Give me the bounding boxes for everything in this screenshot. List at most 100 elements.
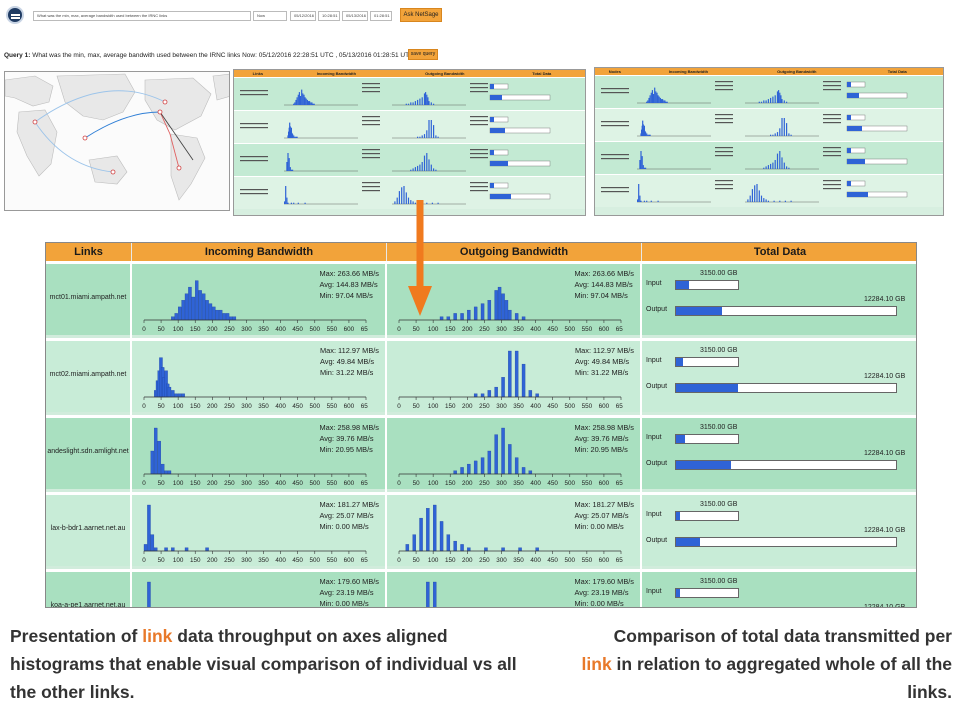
thumb-bar bbox=[296, 136, 298, 138]
x-tick-label: 50 bbox=[413, 480, 421, 487]
thumb-row[interactable] bbox=[234, 143, 585, 176]
table-row[interactable]: mct01.miami.ampath.net 0 50 100 150 200 250 300… bbox=[46, 261, 916, 338]
histogram-bar bbox=[521, 467, 526, 475]
save-query-button[interactable]: save query bbox=[408, 49, 438, 60]
input-label: Input bbox=[646, 511, 662, 518]
thumb-stat-line bbox=[362, 91, 380, 93]
x-tick-label: 400 bbox=[275, 557, 286, 564]
stat-line: Avg: 25.07 MB/s bbox=[574, 511, 629, 520]
thumb-row[interactable] bbox=[595, 174, 943, 207]
caption-text: Presentation of bbox=[10, 626, 143, 646]
stat-line: Max: 181.27 MB/s bbox=[319, 500, 379, 509]
input-label: Input bbox=[646, 357, 662, 364]
histogram-bar bbox=[487, 300, 492, 321]
thumb-bar bbox=[650, 200, 652, 202]
thumb-bar bbox=[403, 186, 405, 204]
landmass-south-america bbox=[170, 133, 206, 201]
thumb-row[interactable] bbox=[595, 75, 943, 108]
thumb-stat-line bbox=[715, 184, 733, 186]
histogram-bar bbox=[184, 547, 189, 552]
start-time-field[interactable]: 10:28:51 bbox=[318, 11, 340, 21]
thumb-row[interactable] bbox=[234, 77, 585, 110]
question-select[interactable]: What was the min, max, average bandwidth… bbox=[33, 11, 251, 21]
thumb-bar bbox=[414, 167, 416, 171]
thumb-bar bbox=[419, 164, 421, 171]
histogram-bar bbox=[229, 316, 233, 321]
world-map[interactable] bbox=[4, 71, 230, 211]
thumb-bar bbox=[398, 191, 400, 204]
outgoing-stats: Max: 112.97 MB/s Avg: 49.84 MB/s Min: 31.2… bbox=[575, 345, 634, 378]
node-marker[interactable] bbox=[176, 165, 182, 171]
histogram-bar bbox=[518, 547, 522, 552]
time-mode-select[interactable]: Now bbox=[253, 11, 287, 21]
x-tick-label: 350 bbox=[513, 480, 524, 487]
thumb-bar bbox=[664, 100, 666, 103]
thumb-stat-line bbox=[362, 190, 380, 192]
link-bandwidth-table[interactable]: Links Incoming Bandwidth Outgoing Bandwi… bbox=[45, 242, 917, 608]
thumb-row[interactable] bbox=[234, 110, 585, 143]
x-tick-label: 50 bbox=[158, 403, 166, 410]
thumb-name-line bbox=[240, 189, 268, 191]
thumb-bar bbox=[295, 136, 297, 138]
thumb-bar bbox=[295, 99, 297, 105]
thumb-header: Nodes Incoming Bandwidth Outgoing Bandwi… bbox=[595, 68, 943, 75]
x-tick-label: 200 bbox=[207, 480, 218, 487]
histogram-bar bbox=[494, 386, 498, 398]
thumb-output-fill bbox=[490, 194, 511, 199]
start-date-field[interactable]: 05/12/2016 bbox=[290, 11, 316, 21]
histogram-bar bbox=[232, 316, 237, 321]
link-cell: lax-b-bdr1.aarnet.net.au bbox=[46, 495, 132, 569]
thumb-bar bbox=[298, 92, 300, 105]
thumb-row[interactable] bbox=[234, 176, 585, 209]
table-row[interactable]: koa-a-pe1.aarnet.net.au 0 50 100 150 200 250 30… bbox=[46, 569, 916, 607]
thumb-bar bbox=[641, 156, 643, 169]
thumb-row-graphic bbox=[240, 83, 551, 106]
table-row[interactable]: lax-b-bdr1.aarnet.net.au 0 50 100 150 200 250 3… bbox=[46, 492, 916, 569]
end-time-field[interactable]: 01:28:51 bbox=[370, 11, 392, 21]
nodes-thumbnail-table[interactable]: Nodes Incoming Bandwidth Outgoing Bandwi… bbox=[594, 67, 944, 216]
node-marker[interactable] bbox=[157, 109, 163, 115]
ask-netsage-button[interactable]: Ask NetSage bbox=[400, 8, 442, 22]
node-marker[interactable] bbox=[110, 169, 116, 175]
node-marker[interactable] bbox=[82, 135, 88, 141]
thumb-bar bbox=[770, 163, 772, 169]
stat-line: Avg: 25.07 MB/s bbox=[319, 511, 374, 520]
end-date-field[interactable]: 05/13/2016 bbox=[342, 11, 368, 21]
thumb-bar bbox=[747, 199, 749, 202]
x-tick-label: 300 bbox=[496, 557, 507, 564]
thumb-bar bbox=[430, 164, 432, 171]
thumb-bar bbox=[790, 134, 792, 136]
thumb-bar bbox=[767, 99, 769, 103]
thumb-input-fill bbox=[490, 84, 494, 89]
thumb-bar bbox=[306, 99, 308, 105]
node-marker[interactable] bbox=[162, 99, 168, 105]
thumb-row-graphic bbox=[240, 149, 551, 172]
table-row[interactable]: mct02.miami.ampath.net 0 50 100 150 200 250 300… bbox=[46, 338, 916, 415]
histogram-bar bbox=[501, 377, 505, 398]
x-tick-label: 0 bbox=[142, 403, 146, 410]
thumb-bar bbox=[426, 153, 428, 171]
thumb-bar bbox=[426, 130, 428, 138]
histogram-bar bbox=[487, 450, 492, 475]
thumb-stat-line bbox=[470, 186, 488, 188]
thumb-header-cell: Nodes bbox=[608, 69, 621, 74]
thumb-header-cell: Links bbox=[252, 71, 264, 76]
caption-text: data throughput on axes aligned histogra… bbox=[10, 626, 517, 702]
header-total: Total Data bbox=[753, 246, 807, 258]
thumb-row[interactable] bbox=[595, 108, 943, 141]
table-row[interactable]: andeslight.sdn.amlight.net 0 50 100 150 200 25… bbox=[46, 415, 916, 492]
x-tick-label: 550 bbox=[582, 480, 593, 487]
thumb-bar bbox=[310, 102, 312, 105]
x-tick-label: 300 bbox=[241, 326, 252, 333]
thumb-row[interactable] bbox=[595, 141, 943, 174]
thumb-row-graphic bbox=[240, 116, 551, 139]
links-thumbnail-table[interactable]: Links Incoming Bandwidth Outgoing Bandwi… bbox=[233, 69, 586, 216]
thumb-name-line bbox=[240, 94, 268, 96]
incoming-cell: 0 50 100 150 200 250 300 350 400 450 500 550 600 650 M… bbox=[132, 418, 387, 492]
node-marker[interactable] bbox=[32, 119, 38, 125]
incoming-histogram: 0 50 100 150 200 250 300 350 400 450 500 550 600 650 bbox=[142, 427, 368, 487]
x-tick-label: 50 bbox=[158, 326, 166, 333]
thumb-bar bbox=[421, 162, 423, 171]
